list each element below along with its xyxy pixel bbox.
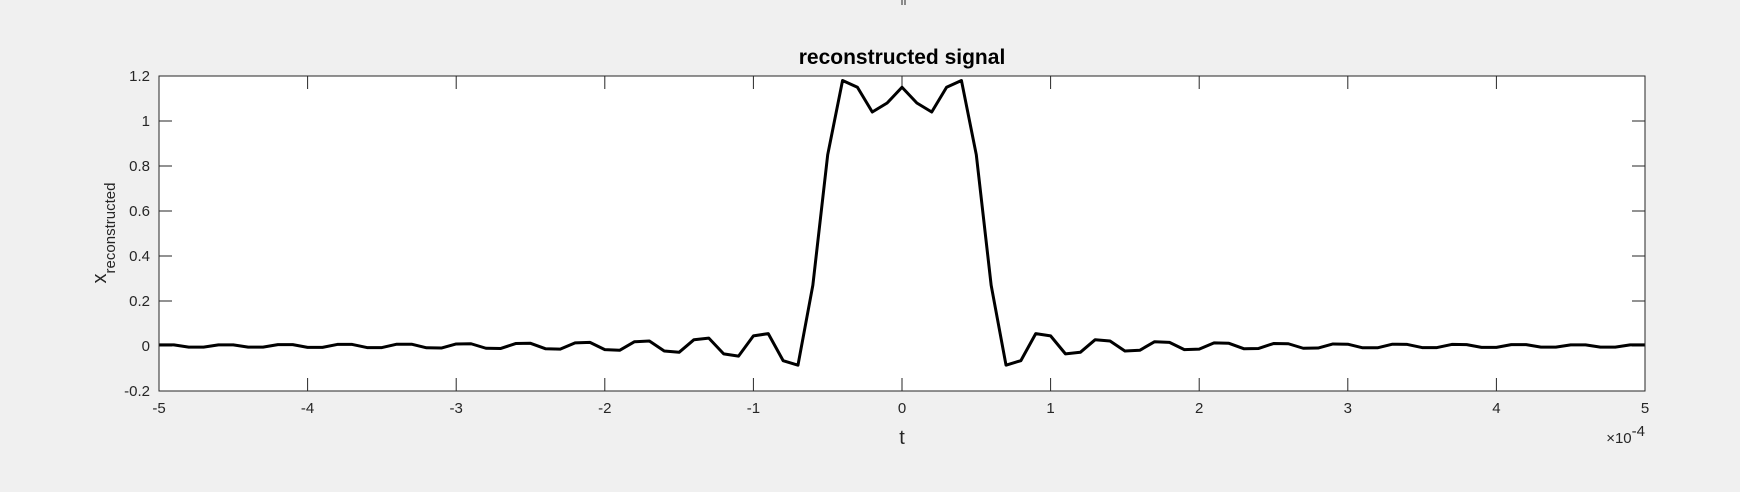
axes: -5 -4 -3 -2 -1 0 1 2 3 4 5 -0.2 0 0.2 0.4 0.6 0.8 1 1.2 [124, 68, 1649, 417]
y-tick-label: 1.2 [129, 68, 150, 85]
x-tick-label: -2 [598, 400, 611, 417]
svg-text:xreconstructed: xreconstructed [89, 183, 119, 284]
x-tick-label: 4 [1492, 400, 1500, 417]
x-tick-label: 3 [1344, 400, 1352, 417]
x-tick-label: -4 [301, 400, 314, 417]
y-tick-label: 0.2 [129, 293, 150, 310]
x-tick-label: -3 [450, 400, 463, 417]
y-tick-label: 0.4 [129, 248, 150, 265]
axes-box [158, 75, 1646, 392]
chart-title: reconstructed signal [799, 46, 1006, 69]
plot-area [159, 76, 1645, 391]
x-tick-label: -1 [747, 400, 760, 417]
y-tick-label: 0 [142, 338, 150, 355]
series-line [159, 79, 1645, 367]
y-tick-labels: -0.2 0 0.2 0.4 0.6 0.8 1 1.2 [124, 68, 150, 400]
x-tick-label: 2 [1195, 400, 1203, 417]
y-axis-label: x [89, 273, 111, 283]
x-tick-labels: -5 -4 -3 -2 -1 0 1 2 3 4 5 [152, 400, 1649, 417]
y-axis-label-group: xreconstructed [89, 183, 119, 284]
y-tick-label: 1 [142, 113, 150, 130]
x-exponent-label: ×10-4 [1606, 423, 1645, 447]
x-exponent-power: -4 [1632, 423, 1645, 440]
x-exponent-prefix: ×10 [1606, 430, 1631, 447]
y-tick-label: 0.6 [129, 203, 150, 220]
x-tick-label: -5 [152, 400, 165, 417]
x-tick-label: 5 [1641, 400, 1649, 417]
y-axis-label-subscript: reconstructed [102, 183, 119, 274]
x-tick-label: 1 [1046, 400, 1054, 417]
y-tick-label: 0.8 [129, 158, 150, 175]
y-tick-label: -0.2 [124, 383, 150, 400]
x-axis-label: t [899, 427, 905, 449]
x-tick-label: 0 [898, 400, 906, 417]
